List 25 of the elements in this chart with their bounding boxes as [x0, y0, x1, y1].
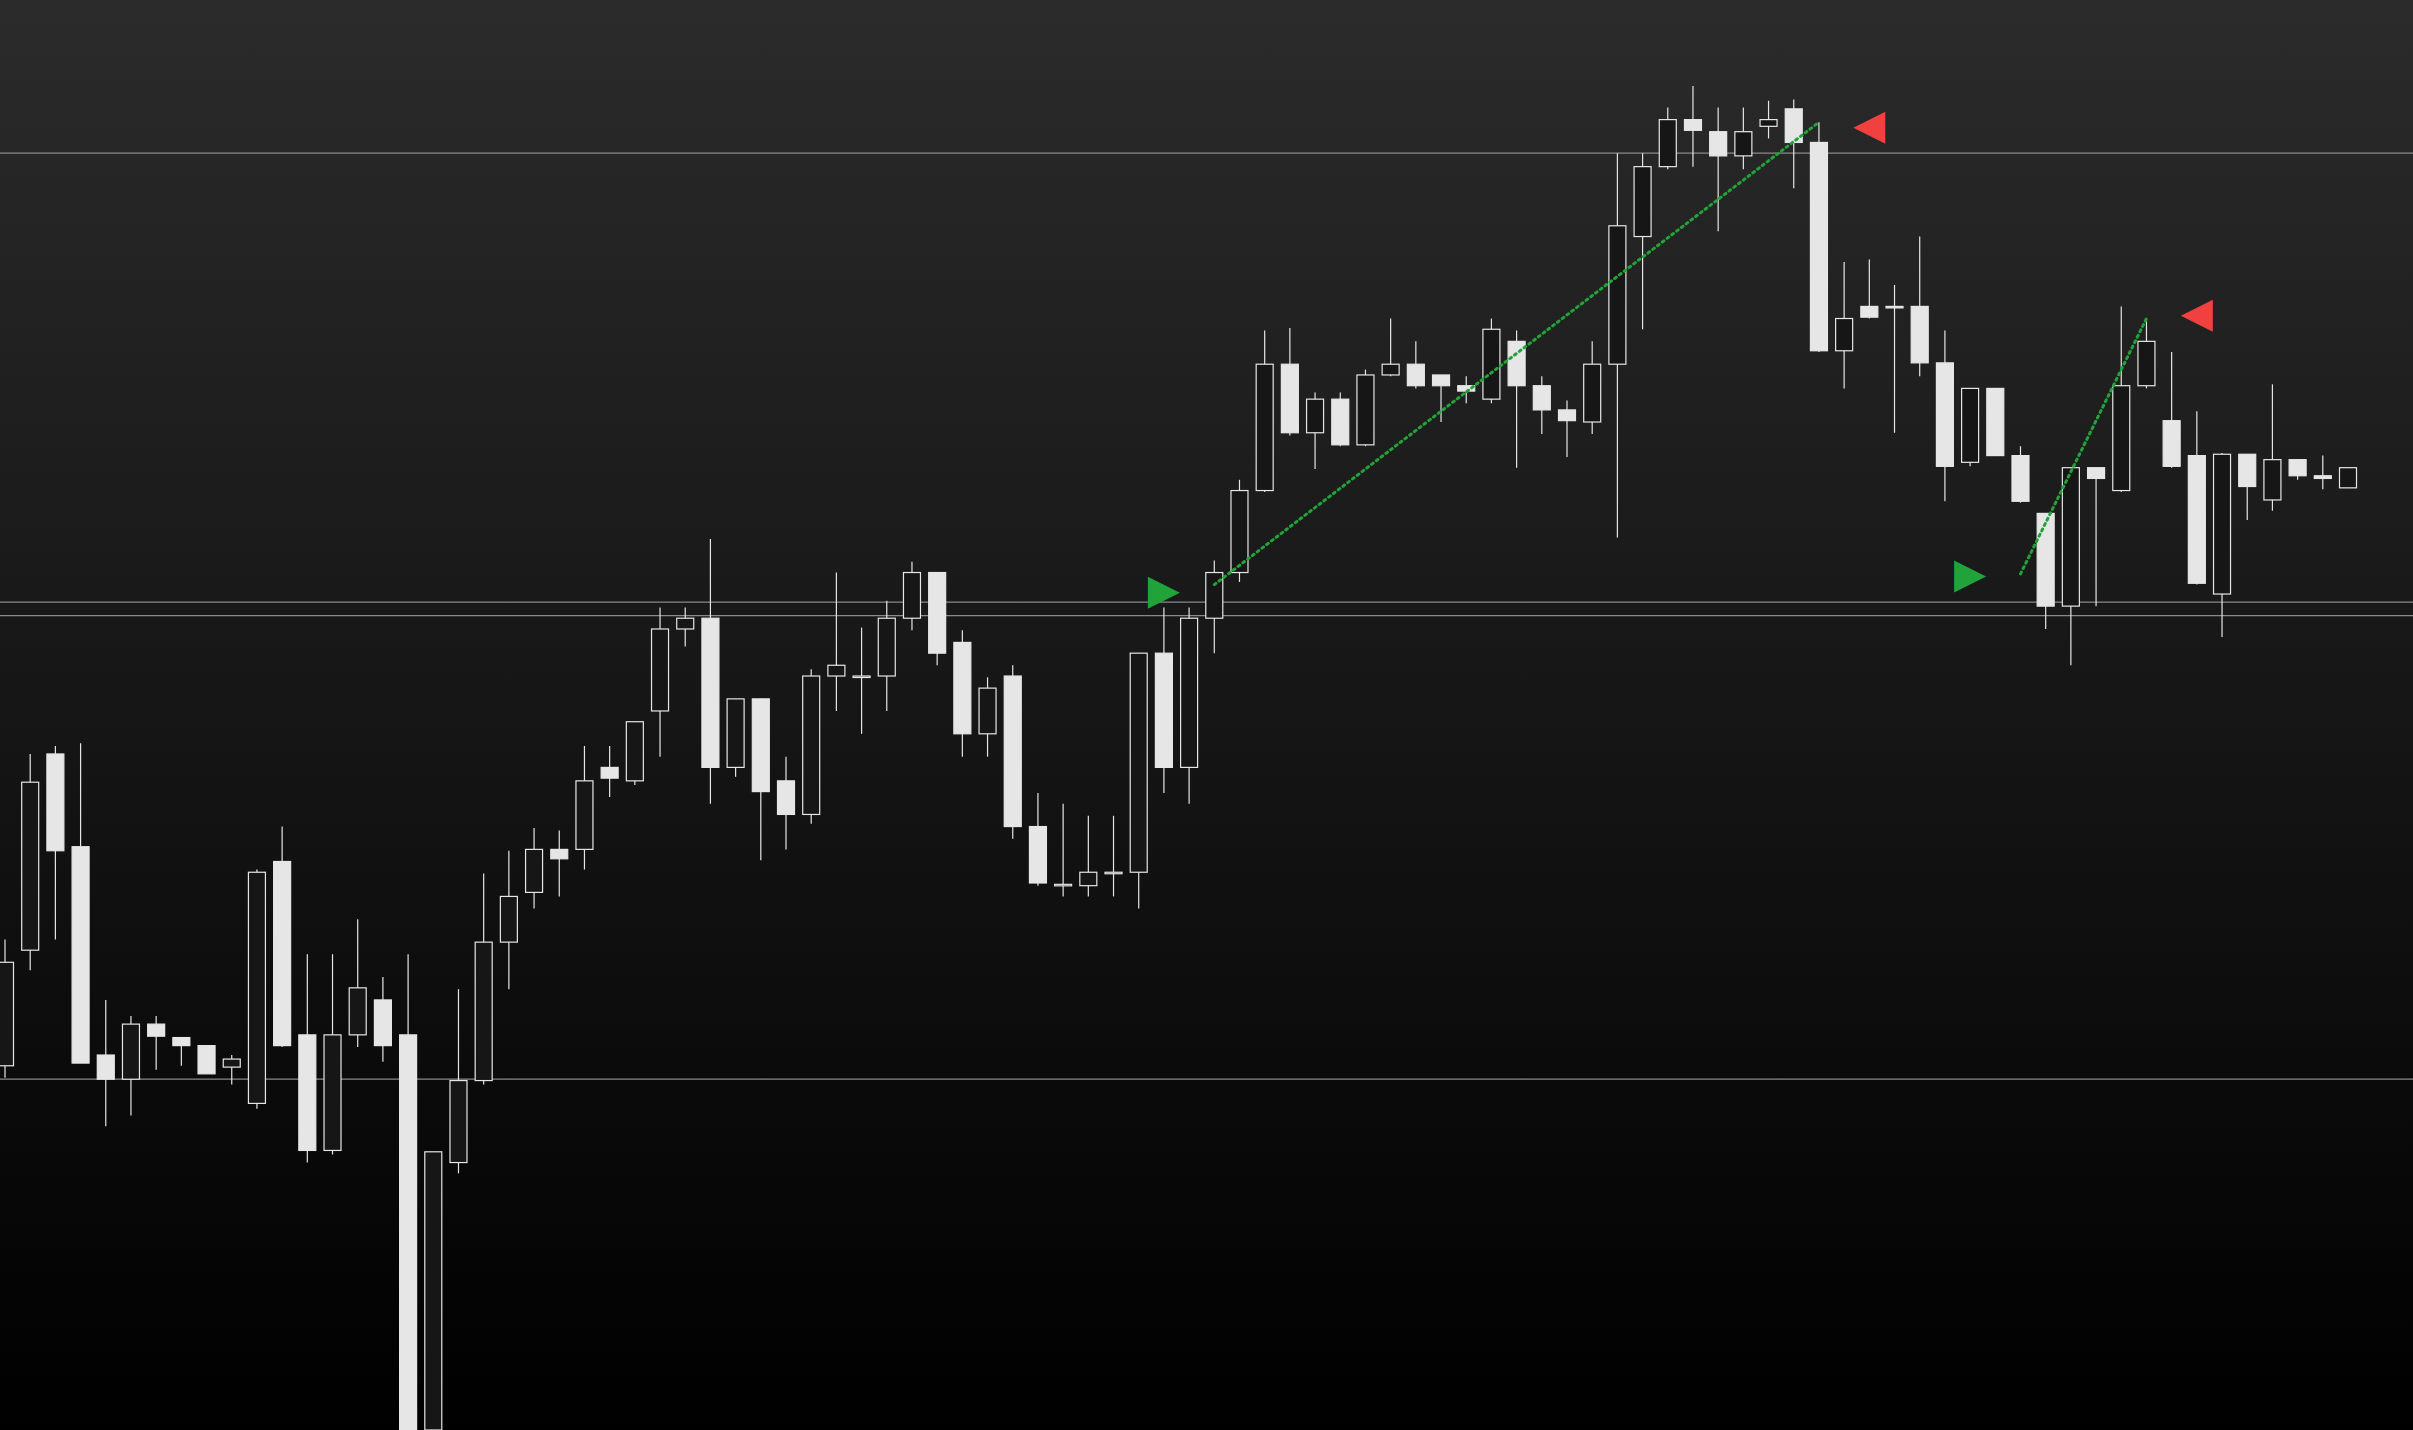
candlestick: [1557, 399, 1577, 458]
candlestick: [2338, 467, 2358, 489]
candlestick: [1431, 374, 1451, 423]
candlestick: [1759, 100, 1778, 140]
candlestick: [172, 1036, 191, 1067]
point: [1147, 576, 1180, 609]
point: [1853, 111, 1886, 144]
candlestick: [147, 1015, 166, 1071]
candlestick: [2288, 459, 2307, 481]
candlestick: [550, 829, 569, 898]
candlestick: [852, 627, 871, 735]
candlestick: [1683, 85, 1703, 168]
candlestick: [600, 745, 619, 798]
candlestick: [1406, 340, 1425, 389]
candlestick: [2313, 455, 2332, 490]
candlestick: [222, 1054, 241, 1086]
candlestick: [1860, 258, 1879, 320]
candlestick: [827, 571, 846, 712]
candlestick: [1079, 815, 1098, 898]
candlestick: [676, 606, 695, 648]
point: [2180, 299, 2213, 332]
candlestick: [2086, 467, 2106, 607]
candlestick: [1885, 284, 1904, 434]
candlestick: [1381, 317, 1400, 377]
point: [1954, 560, 1987, 593]
